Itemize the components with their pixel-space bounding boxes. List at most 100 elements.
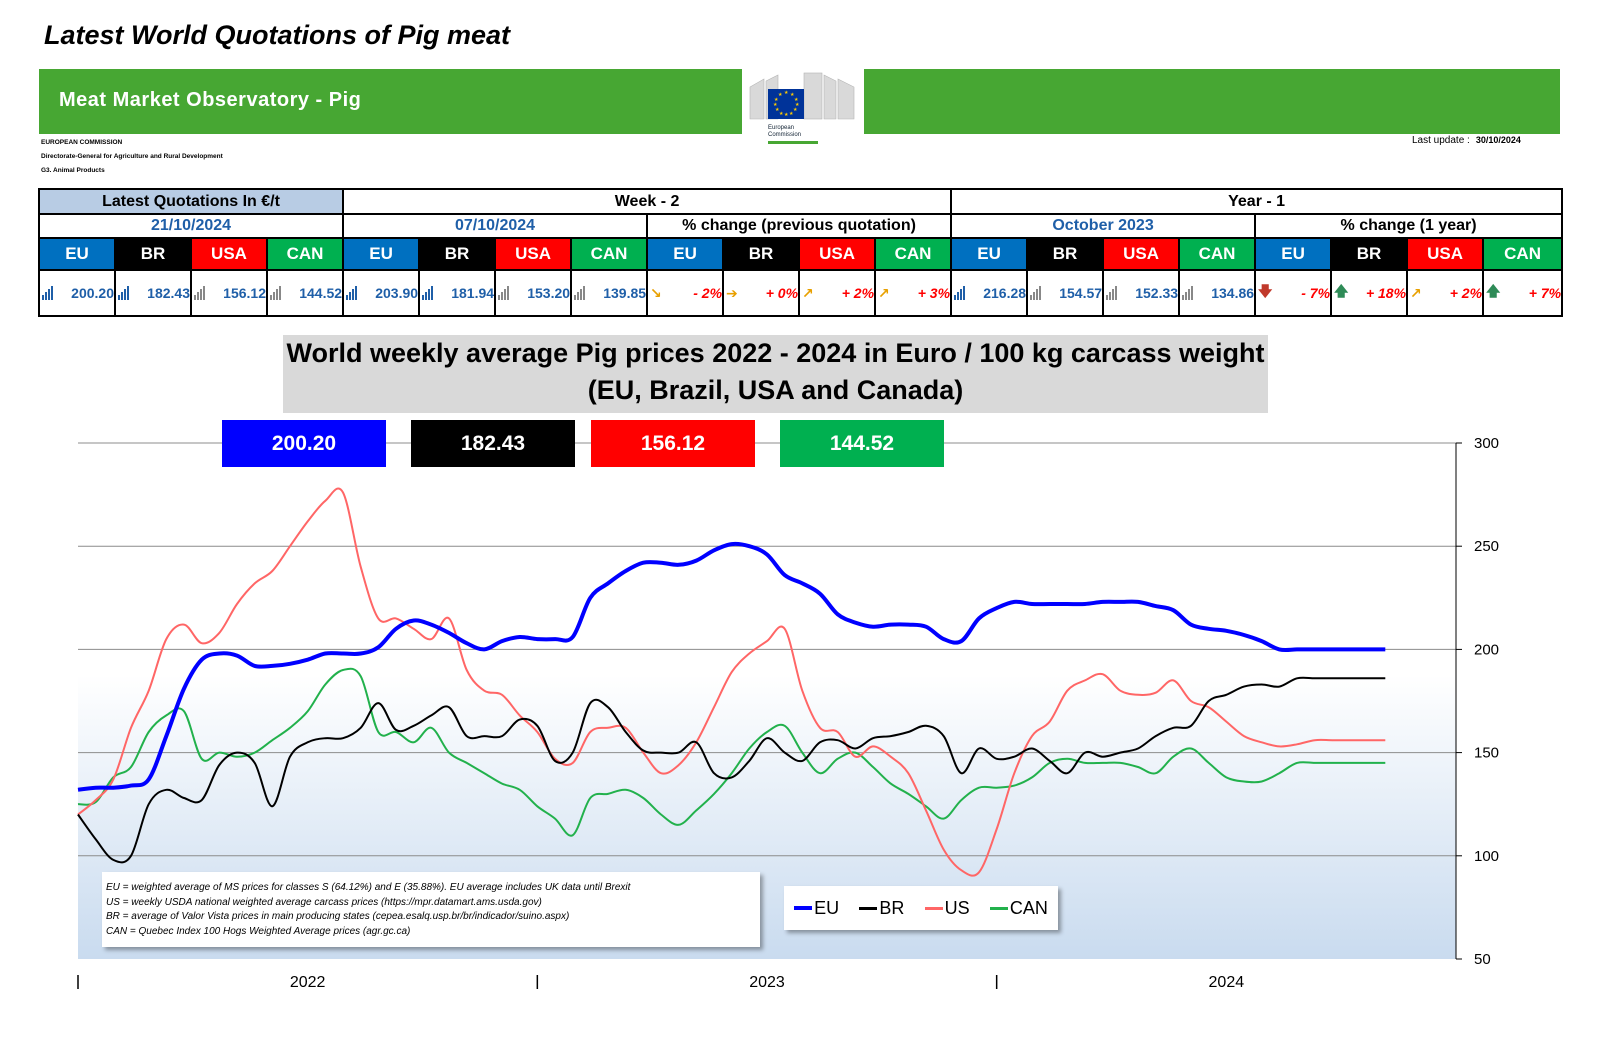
week-header: Week - 2 — [342, 188, 953, 215]
european-commission-logo: ★ ★★ ★★★ ★★★ ★★★ — [742, 69, 864, 146]
x-tick-label: 2022 — [290, 974, 326, 991]
market-br: BR — [114, 237, 192, 271]
arrow-down-right-icon: ↘ — [650, 284, 662, 301]
legend-eu: EU — [794, 898, 839, 919]
last-update: Last update : 30/10/2024 — [1412, 135, 1521, 146]
x-tick-label: 2024 — [1209, 974, 1245, 991]
year-value-can: 134.86 — [1178, 269, 1257, 317]
bar-chart-icon — [1182, 286, 1194, 300]
week-pct-eu: ↘ - 2% — [646, 269, 725, 317]
bar-chart-icon — [422, 286, 434, 300]
legend-br: BR — [859, 898, 904, 919]
bar-chart-icon — [1106, 286, 1118, 300]
year-pct-br: 🡅 + 18% — [1330, 269, 1409, 317]
svg-text:★: ★ — [773, 102, 778, 108]
banner-title: Meat Market Observatory - Pig — [59, 89, 362, 111]
market-can: CAN — [570, 237, 649, 271]
year-pct-can: 🡅 + 7% — [1482, 269, 1564, 317]
y-tick-label: 300 — [1474, 435, 1499, 452]
market-eu: EU — [950, 237, 1029, 271]
note-us: US = weekly USDA national weighted avera… — [106, 896, 542, 908]
market-usa: USA — [494, 237, 573, 271]
week-value-can: 139.85 — [570, 269, 649, 317]
series-line-eu — [77, 541, 1386, 792]
week-pct-header: % change (previous quotation) — [646, 213, 953, 239]
market-eu: EU — [342, 237, 421, 271]
year-date: October 2023 — [950, 213, 1257, 239]
arrow-up-right-icon: ↗ — [802, 284, 814, 301]
year-value-br: 154.57 — [1026, 269, 1105, 317]
year-value-eu: 216.28 — [950, 269, 1029, 317]
org-line-3: G3. Animal Products — [41, 167, 105, 174]
chart-legend: EU BR US CAN — [784, 886, 1058, 930]
svg-text:★: ★ — [793, 107, 798, 113]
market-eu: EU — [646, 237, 725, 271]
x-tick-label: 2023 — [749, 974, 785, 991]
bar-chart-icon — [498, 286, 510, 300]
latest-value-br: 182.43 — [114, 269, 192, 317]
market-can: CAN — [1178, 237, 1257, 271]
svg-text:★: ★ — [795, 102, 800, 108]
week-pct-usa: ↗ + 2% — [798, 269, 877, 317]
bar-chart-icon — [346, 286, 358, 300]
year-pct-eu: 🡇 - 7% — [1254, 269, 1333, 317]
bar-chart-icon — [194, 286, 205, 300]
organization-info: EUROPEAN COMMISSION Directorate-General … — [41, 136, 223, 178]
week-value-br: 181.94 — [418, 269, 497, 317]
arrow-right-icon: ➔ — [726, 284, 738, 301]
latest-value-can: 144.52 — [265, 269, 345, 317]
market-eu: EU — [1254, 237, 1333, 271]
market-br: BR — [722, 237, 801, 271]
market-usa: USA — [1102, 237, 1181, 271]
latest-date: 21/10/2024 — [37, 213, 345, 239]
bar-chart-icon — [1030, 286, 1042, 300]
year-header: Year - 1 — [950, 188, 1564, 215]
market-can: CAN — [874, 237, 953, 271]
market-usa: USA — [798, 237, 877, 271]
latest-quotations-header: Latest Quotations In €/t — [37, 188, 345, 215]
bar-chart-icon — [574, 286, 586, 300]
arrow-up-icon: 🡅 — [1486, 283, 1501, 299]
org-line-2: Directorate-General for Agriculture and … — [41, 153, 223, 160]
note-br: BR = average of Valor Vista prices in ma… — [106, 911, 570, 922]
series-line-br — [77, 676, 1386, 864]
bar-chart-icon — [270, 286, 281, 300]
usa-latest-badge: 156.12 — [591, 420, 755, 467]
arrow-up-icon: 🡅 — [1334, 283, 1349, 299]
last-update-label: Last update : — [1412, 135, 1470, 146]
market-br: BR — [1330, 237, 1409, 271]
y-tick-label: 250 — [1474, 538, 1499, 555]
svg-text:★: ★ — [784, 112, 789, 118]
svg-text:★: ★ — [778, 92, 783, 98]
arrow-down-icon: 🡇 — [1258, 283, 1273, 299]
svg-text:★: ★ — [784, 90, 789, 96]
y-tick-label: 200 — [1474, 641, 1499, 658]
svg-text:★: ★ — [790, 92, 795, 98]
svg-text:★: ★ — [775, 107, 780, 113]
eu-latest-badge: 200.20 — [222, 420, 386, 467]
bar-chart-icon — [42, 286, 53, 300]
market-br: BR — [1026, 237, 1105, 271]
arrow-up-right-icon: ↗ — [878, 284, 890, 301]
svg-text:★: ★ — [779, 111, 784, 117]
org-line-1: EUROPEAN COMMISSION — [41, 139, 123, 146]
can-latest-badge: 144.52 — [780, 420, 944, 467]
bar-chart-icon — [118, 286, 129, 300]
week-pct-can: ↗ + 3% — [874, 269, 953, 317]
week-date: 07/10/2024 — [342, 213, 649, 239]
bar-chart-icon — [954, 286, 966, 300]
legend-us: US — [924, 898, 970, 919]
svg-text:★: ★ — [789, 111, 794, 117]
week-value-usa: 153.20 — [494, 269, 573, 317]
market-eu: EU — [38, 237, 116, 271]
market-can: CAN — [265, 237, 345, 271]
year-value-usa: 152.33 — [1102, 269, 1181, 317]
br-latest-badge: 182.43 — [411, 420, 575, 467]
quotations-table: Latest Quotations In €/t Week - 2 Year -… — [37, 188, 1564, 317]
last-update-date: 30/10/2024 — [1475, 135, 1521, 145]
market-br: BR — [418, 237, 497, 271]
latest-value-eu: 200.20 — [38, 269, 116, 317]
legend-can: CAN — [989, 898, 1048, 919]
svg-text:★: ★ — [794, 97, 799, 103]
latest-value-usa: 156.12 — [190, 269, 268, 317]
